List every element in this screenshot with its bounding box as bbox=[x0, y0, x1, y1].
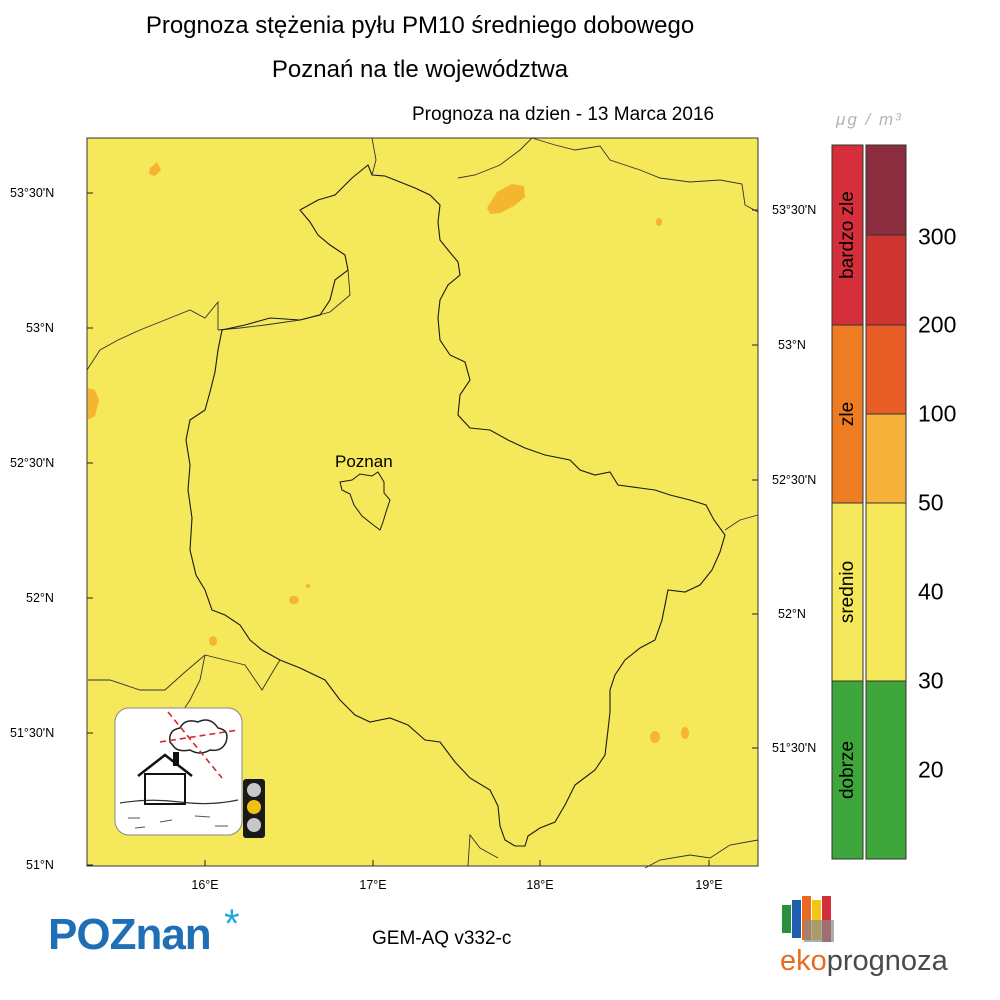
map-title: Prognoza stężenia pyłu PM10 średniego do… bbox=[145, 12, 695, 39]
lon-label: 16°E bbox=[191, 878, 219, 892]
ekoprognoza-logo: ekoprognoza bbox=[780, 945, 948, 978]
legend-value-column bbox=[865, 144, 907, 860]
legend-value: 30 bbox=[918, 667, 944, 694]
hotspot bbox=[88, 388, 99, 420]
legend-label-zle: zle bbox=[837, 401, 858, 427]
hotspot bbox=[149, 162, 161, 176]
poznan-logo-text: POZnan bbox=[48, 910, 212, 959]
right-axis-ticks bbox=[752, 209, 758, 749]
left-axis-ticks bbox=[87, 192, 93, 866]
lat-label-right: 52°N bbox=[778, 607, 806, 621]
hotspot bbox=[306, 584, 310, 588]
poznan-city-boundary bbox=[339, 471, 391, 531]
map-subtitle: Poznań na tle województwa bbox=[271, 56, 569, 83]
lat-label: 52°N bbox=[26, 591, 54, 605]
lon-label: 17°E bbox=[359, 878, 387, 892]
lat-label: 51°N bbox=[26, 858, 54, 872]
lat-label-right: 53°N bbox=[778, 338, 806, 352]
smog-house-icon bbox=[114, 707, 243, 836]
model-version: GEM-AQ v332-c bbox=[372, 928, 512, 949]
ekoprognoza-logo-mark bbox=[782, 896, 834, 942]
legend-bardzo-zle bbox=[831, 144, 864, 326]
legend-label-dobrze: dobrze bbox=[837, 740, 858, 800]
city-label-poznan: Poznan bbox=[335, 452, 393, 471]
hotspot bbox=[681, 727, 689, 739]
legend-unit: μg / m³ bbox=[836, 110, 903, 129]
lat-label: 51°30'N bbox=[10, 726, 55, 740]
lat-label-right: 52°30'N bbox=[772, 473, 817, 487]
legend-label-bardzo-zle: bardzo zle bbox=[837, 191, 858, 279]
ekoprognoza-logo-prefix: eko bbox=[780, 945, 827, 977]
bottom-axis-ticks bbox=[204, 860, 710, 866]
region-boundaries bbox=[86, 137, 759, 869]
lon-label: 18°E bbox=[526, 878, 554, 892]
hotspots bbox=[88, 162, 689, 743]
legend-zle bbox=[831, 324, 864, 504]
legend-value: 50 bbox=[918, 489, 944, 516]
ekoprognoza-logo-suffix: prognoza bbox=[826, 945, 948, 977]
legend-value: 200 bbox=[918, 311, 957, 338]
legend-value: 300 bbox=[918, 223, 957, 250]
legend-category-column bbox=[831, 144, 864, 860]
lat-label: 53°N bbox=[26, 321, 54, 335]
lon-label: 19°E bbox=[695, 878, 723, 892]
hotspot bbox=[487, 184, 525, 214]
voivodeship-boundary bbox=[185, 164, 726, 847]
hotspot bbox=[656, 218, 662, 226]
legend-value: 100 bbox=[918, 400, 957, 427]
lat-label: 52°30'N bbox=[10, 456, 55, 470]
legend-value: 40 bbox=[918, 578, 944, 605]
legend-dobrze bbox=[831, 680, 864, 860]
traffic-light-icon bbox=[243, 779, 265, 838]
hotspot bbox=[289, 596, 299, 604]
hotspot bbox=[650, 731, 660, 743]
lat-label: 53°30'N bbox=[10, 186, 55, 200]
legend-srednio bbox=[831, 502, 864, 682]
legend-value: 20 bbox=[918, 756, 944, 783]
lat-label-right: 51°30'N bbox=[772, 741, 817, 755]
forecast-date: Prognoza na dzien - 13 Marca 2016 bbox=[412, 104, 715, 125]
lat-label-right: 53°30'N bbox=[772, 203, 817, 217]
poznan-logo: POZnan * bbox=[48, 902, 240, 960]
hotspot bbox=[209, 636, 217, 646]
legend-label-srednio: srednio bbox=[837, 560, 858, 624]
poznan-logo-star: * bbox=[224, 902, 240, 946]
